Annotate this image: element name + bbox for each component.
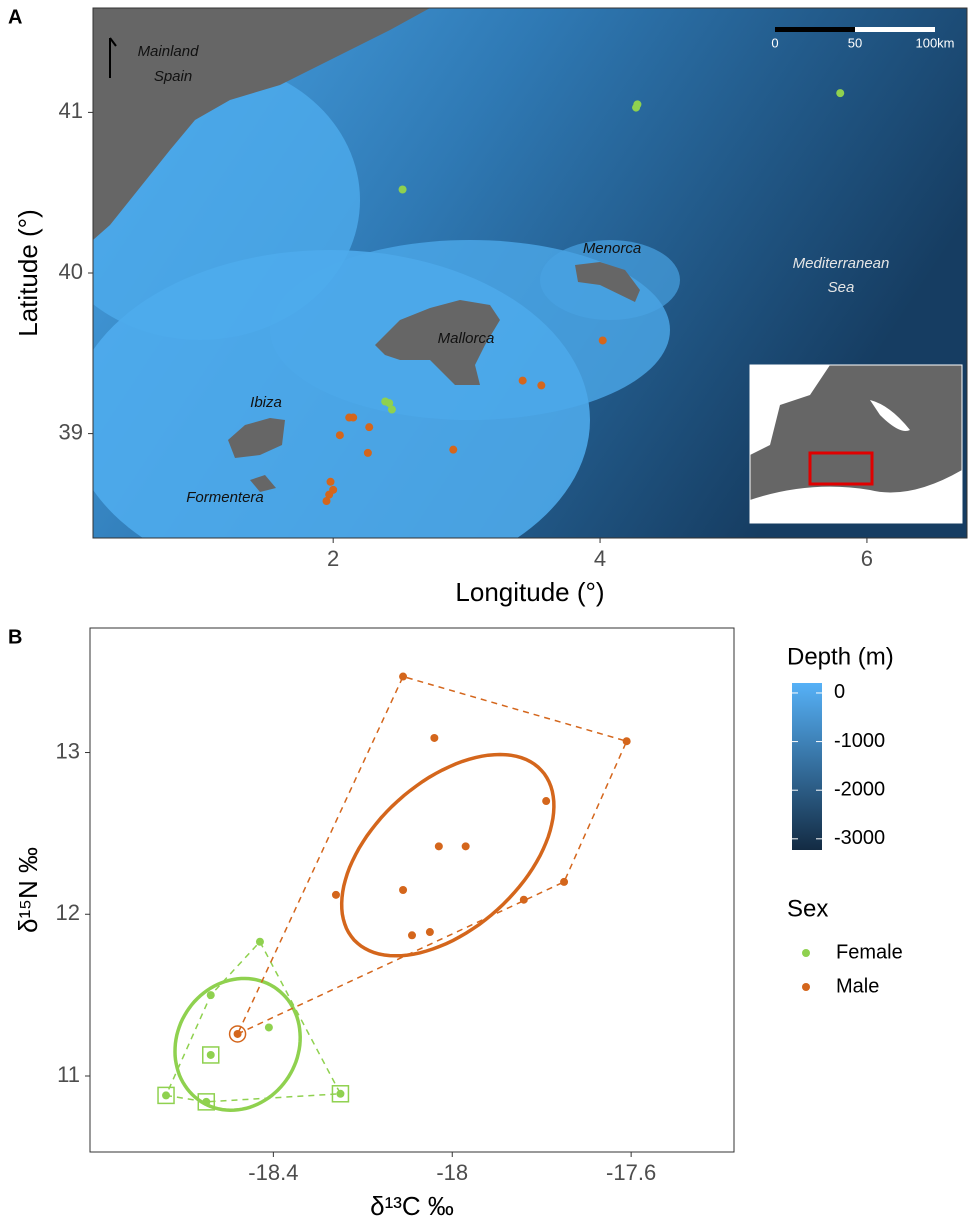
point [435, 842, 443, 850]
x-axis-title: Longitude (°) [455, 577, 604, 607]
point [202, 1098, 210, 1106]
map-label: Menorca [583, 240, 641, 257]
x-tick-label: -18 [436, 1160, 468, 1185]
point [599, 336, 607, 344]
panel-label: B [8, 626, 22, 648]
point [399, 673, 407, 681]
map-label: Ibiza [250, 394, 282, 411]
point [426, 928, 434, 936]
point [408, 931, 416, 939]
point [234, 1030, 242, 1038]
point [332, 891, 340, 899]
x-tick-label: 6 [861, 546, 873, 571]
point [349, 414, 357, 422]
point [388, 406, 396, 414]
point [336, 1090, 344, 1098]
point [462, 842, 470, 850]
legend-label: Male [836, 975, 879, 997]
point [399, 886, 407, 894]
point [207, 991, 215, 999]
y-tick-label: 13 [56, 738, 80, 763]
colorbar-title: Depth (m) [787, 643, 894, 670]
point [519, 377, 527, 385]
legend-label: Female [836, 941, 903, 963]
y-tick-label: 40 [59, 259, 83, 284]
point [623, 737, 631, 745]
point [336, 431, 344, 439]
plot-border [90, 628, 734, 1152]
colorbar-label: -3000 [834, 827, 885, 849]
point [836, 89, 844, 97]
point [256, 938, 264, 946]
point [520, 896, 528, 904]
colorbar-label: -2000 [834, 778, 885, 800]
y-tick-label: 41 [59, 98, 83, 123]
point [560, 878, 568, 886]
map-background [40, 8, 967, 590]
map-label: Mediterranean [793, 255, 890, 272]
point [327, 478, 335, 486]
point [365, 423, 373, 431]
legend-marker [802, 983, 810, 991]
y-axis-title: Latitude (°) [13, 209, 43, 336]
x-tick-label: 4 [594, 546, 606, 571]
x-tick-label: -17.6 [606, 1160, 656, 1185]
panel-label: A [8, 6, 22, 28]
point [430, 734, 438, 742]
colorbar-label: 0 [834, 681, 845, 703]
point [162, 1091, 170, 1099]
point [364, 449, 372, 457]
map-label: Sea [828, 279, 855, 296]
point [633, 100, 641, 108]
map-label: Formentera [186, 489, 264, 506]
map-label: Spain [154, 68, 192, 85]
y-tick-label: 12 [56, 900, 80, 925]
y-tick-label: 39 [59, 419, 83, 444]
scale-label: 0 [771, 35, 778, 50]
point [399, 185, 407, 193]
x-axis-title: δ¹³C ‰ [370, 1191, 454, 1221]
y-tick-label: 11 [57, 1062, 80, 1087]
x-tick-label: -18.4 [248, 1160, 298, 1185]
point [449, 446, 457, 454]
figure: A 2 4 6 39 40 41 Longitude (°) Latitude (°) Mainl… [0, 0, 968, 1226]
legend-marker [802, 949, 810, 957]
scale-label: 50 [848, 35, 862, 50]
map-label: Mainland [138, 43, 200, 60]
point [207, 1051, 215, 1059]
page: {"chart_data": [ {"type": "map", "panel"… [0, 0, 968, 1226]
x-tick-label: 2 [327, 546, 339, 571]
point [537, 381, 545, 389]
colorbar [792, 683, 822, 850]
point [323, 497, 331, 505]
scale-label: 100km [915, 35, 954, 50]
point [542, 797, 550, 805]
legend-title: Sex [787, 895, 828, 922]
colorbar-label: -1000 [834, 730, 885, 752]
y-axis-title: δ¹⁵N ‰ [13, 847, 43, 933]
point [265, 1023, 273, 1031]
map-label: Mallorca [438, 330, 495, 347]
